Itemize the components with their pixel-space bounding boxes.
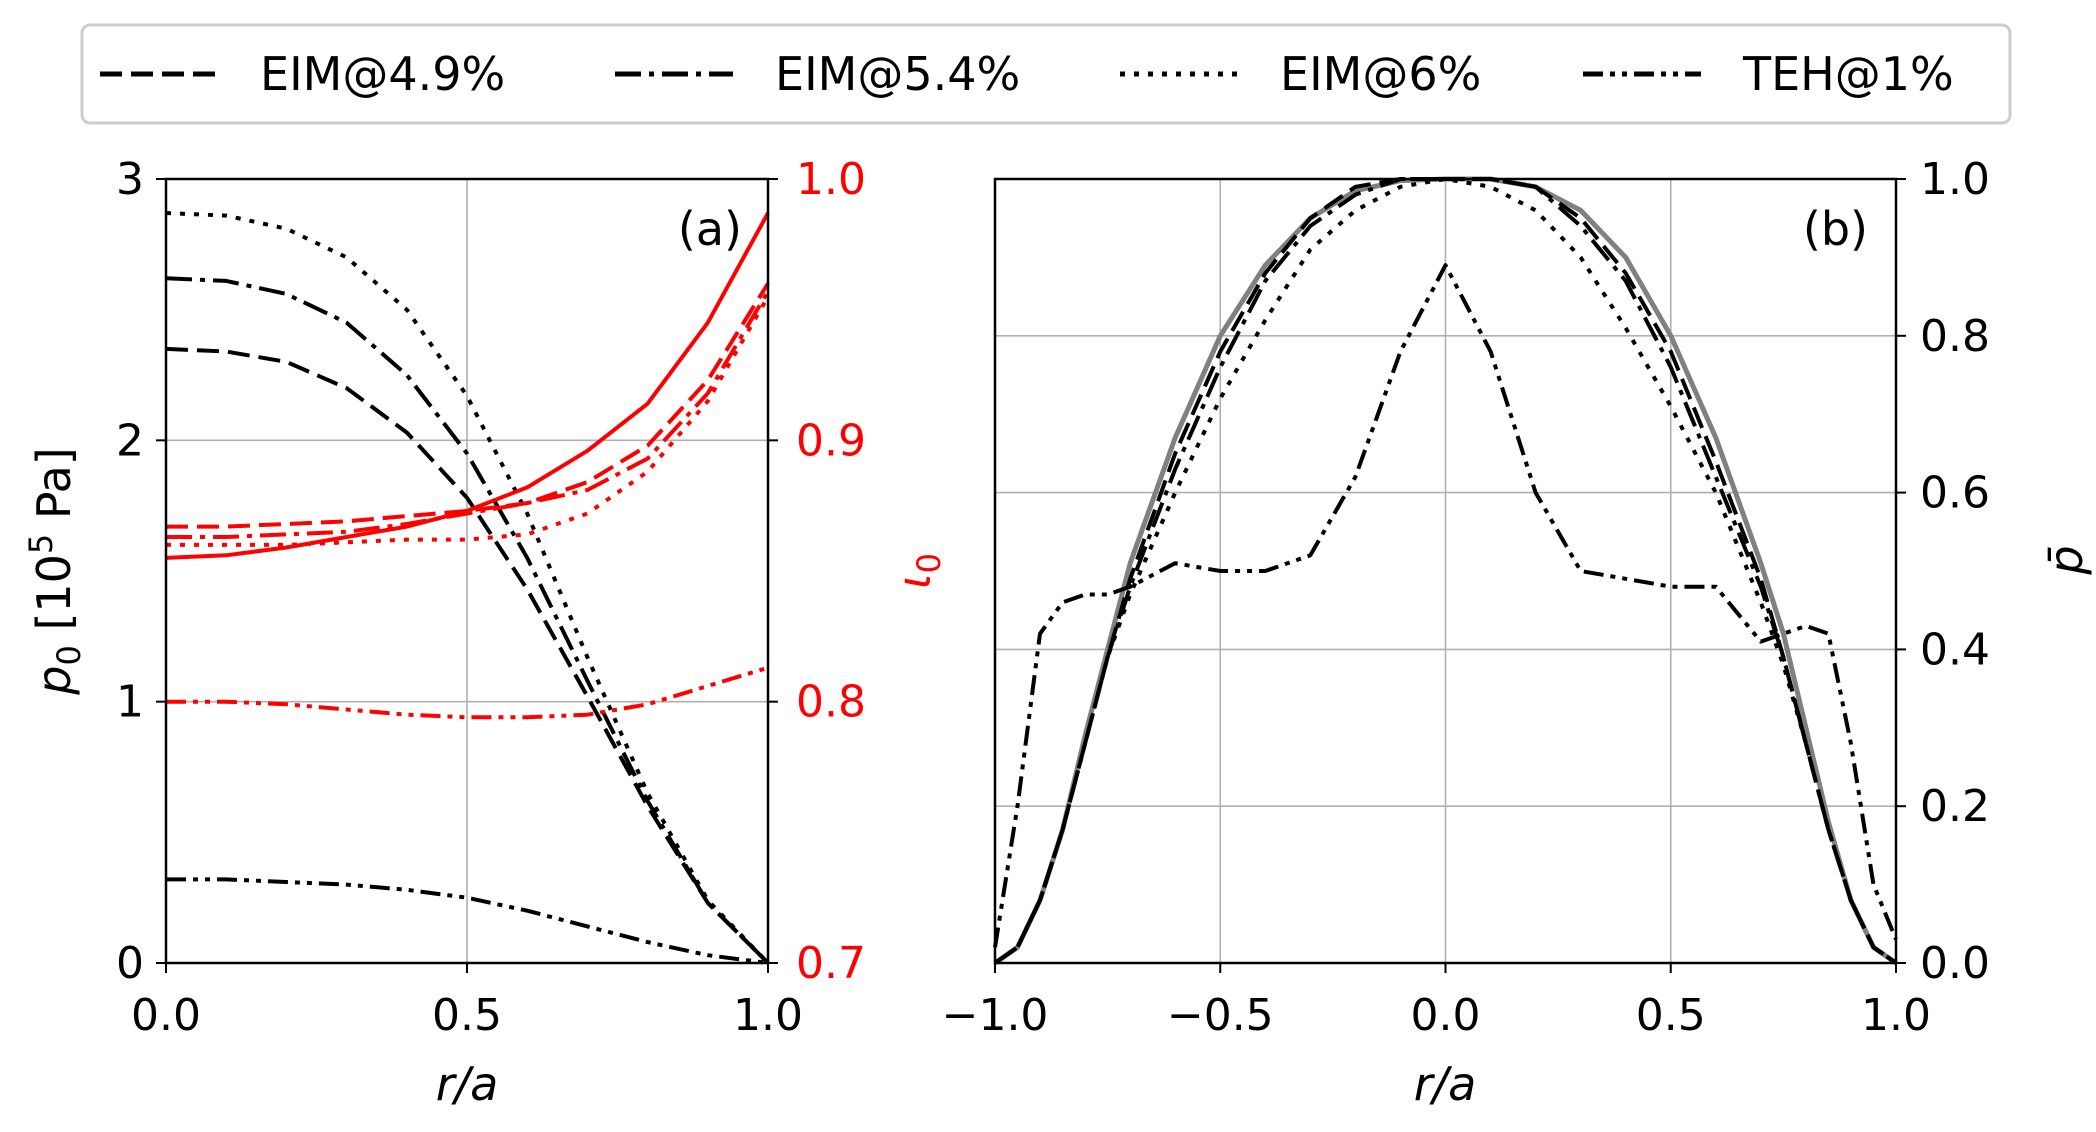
panel-a: 0.0 0.5 1.0 0 1 2 3 0.7 0.8 0.9 1.0 (a) r/a p0 [10… xyxy=(22,154,948,1111)
panel-a-ytick-label-right: 0.9 xyxy=(796,415,866,466)
panel-a-xlabel: r/a xyxy=(436,1057,499,1111)
panel-b: −1.0 −0.5 0.0 0.5 1.00.00.20.40.60.81.0 (b) … xyxy=(942,154,2093,1111)
panel-a-label: (a) xyxy=(678,202,742,256)
panel-b-xtick-label: −0.5 xyxy=(1167,990,1274,1041)
panel-a-ytick-label-right: 0.7 xyxy=(796,938,866,989)
panel-a-ytick-label-left: 1 xyxy=(116,677,144,728)
panel-a-pressure-series-line xyxy=(165,276,770,965)
legend: EIM@4.9% EIM@5.4% EIM@6% TEH@1% xyxy=(80,23,2012,125)
panel-b-ytick-label: 0.6 xyxy=(1920,468,1990,519)
panel-b-label: (b) xyxy=(1803,202,1868,256)
panel-a-iota-series-line xyxy=(166,290,770,539)
panel-b-xtick-label: 0.5 xyxy=(1636,990,1706,1041)
panel-a-xtick-label: 1.0 xyxy=(733,990,803,1041)
panel-b-xtick-label: 1.0 xyxy=(1861,990,1931,1041)
panel-a-ytick-label-right: 1.0 xyxy=(796,154,866,205)
panel-a-ylabel-left: p0 [105 Pa] xyxy=(22,447,88,695)
panel-a-ylabel-right: ι0 xyxy=(887,553,948,589)
panel-b-ytick-label: 0.2 xyxy=(1920,781,1990,832)
panel-a-iota-series-line xyxy=(166,295,770,547)
panel-a-xtick-label: 0.0 xyxy=(131,990,201,1041)
panel-a-iota-series-line xyxy=(166,282,770,529)
panel-b-series-line xyxy=(993,263,1898,948)
panel-a-pressure-series-line xyxy=(165,211,770,965)
panel-a-iota-series-line xyxy=(165,212,770,560)
panel-b-xtick-label: −1.0 xyxy=(942,990,1049,1041)
panel-a-ytick-label-left: 3 xyxy=(116,154,144,205)
panel-b-xlabel: r/a xyxy=(1414,1057,1477,1111)
legend-label: EIM@5.4% xyxy=(775,47,1020,101)
panel-b-xtick-label: 0.0 xyxy=(1411,990,1481,1041)
panel-a-xtick-label: 0.5 xyxy=(432,990,502,1041)
panel-b-ytick-label: 0.4 xyxy=(1920,624,1990,675)
legend-label: TEH@1% xyxy=(1742,47,1954,101)
panel-a-ytick-label-right: 0.8 xyxy=(796,677,866,728)
panel-b-ytick-label: 0.0 xyxy=(1920,938,1990,989)
panel-a-ytick-label-left: 2 xyxy=(116,415,144,466)
panel-b-ylabel-right: p̄ xyxy=(2039,545,2093,575)
panel-b-ytick-label: 1.0 xyxy=(1920,154,1990,205)
panel-a-ytick-label-left: 0 xyxy=(116,938,144,989)
legend-label: EIM@4.9% xyxy=(260,47,505,101)
panel-b-ytick-label: 0.8 xyxy=(1920,311,1990,362)
legend-frame xyxy=(80,23,2012,125)
legend-label: EIM@6% xyxy=(1280,47,1481,101)
